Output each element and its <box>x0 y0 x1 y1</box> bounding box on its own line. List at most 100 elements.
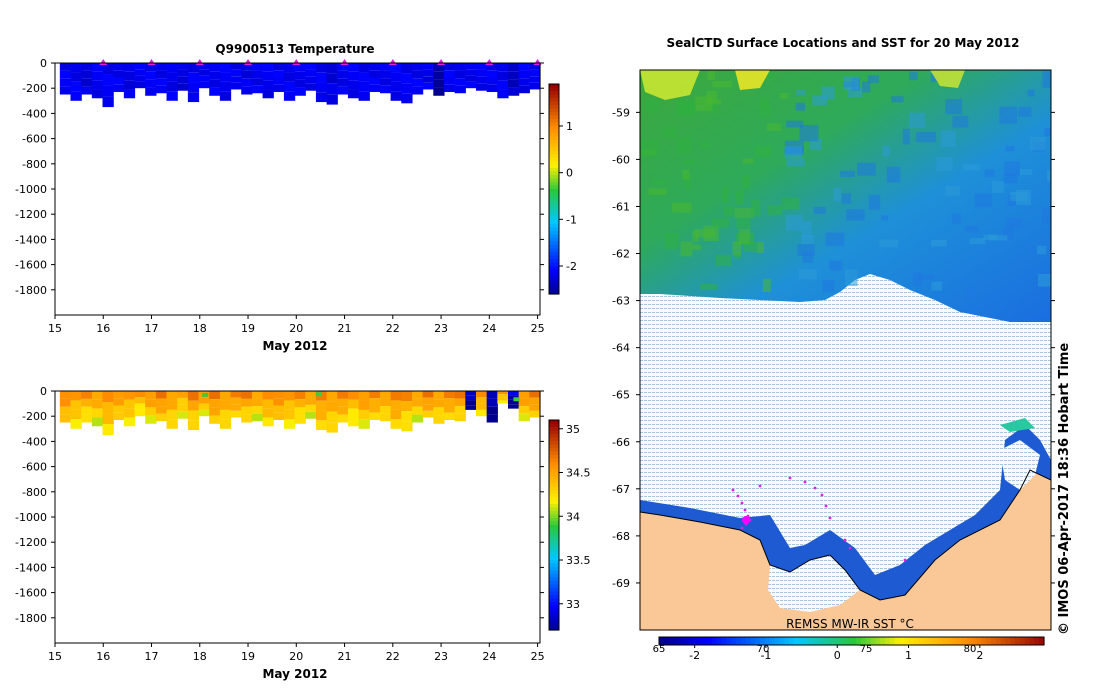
colorbar-segment <box>549 192 559 197</box>
profile-cell <box>91 63 104 72</box>
profile-cell <box>145 63 157 72</box>
y-tick-label: -400 <box>22 107 47 120</box>
profile-cell <box>401 83 413 94</box>
sst-pixel <box>784 146 802 159</box>
colorbar-segment <box>918 637 925 645</box>
colorbar-segment <box>549 164 559 169</box>
profile-cell <box>379 413 392 422</box>
colorbar-segment <box>549 427 559 432</box>
colorbar-segment <box>549 227 559 232</box>
sst-pixel <box>882 145 890 157</box>
profile-cell <box>337 86 349 95</box>
profile-cell <box>166 419 178 429</box>
profile-cell <box>123 408 136 418</box>
colorbar-segment <box>914 637 920 645</box>
sst-pixel <box>683 159 695 165</box>
profile-cell <box>390 81 402 92</box>
y-tick-label: -1200 <box>15 208 47 221</box>
x-tick-label: 24 <box>482 650 496 663</box>
profile-cell <box>518 85 530 94</box>
profile-cell <box>177 76 189 84</box>
sst-pixel <box>663 126 677 138</box>
coastal-sst-band <box>640 425 1051 600</box>
sst-pixel <box>999 106 1018 124</box>
colorbar-segment <box>736 637 742 645</box>
sst-pixel <box>936 157 953 171</box>
profile-cell <box>283 63 296 73</box>
profile-cell <box>294 79 306 88</box>
profile-cell <box>305 83 317 91</box>
profile-cell <box>166 81 178 92</box>
colorbar-segment <box>549 626 559 631</box>
colorbar-segment <box>549 493 559 498</box>
profile-cell <box>337 414 349 423</box>
colorbar-segment <box>549 171 559 176</box>
profile-cell <box>230 76 242 83</box>
colorbar-frame <box>548 83 560 295</box>
colorbar-segment <box>549 423 559 428</box>
colorbar-segment <box>549 290 559 295</box>
y-tick-label: -1800 <box>15 284 47 297</box>
colorbar-segment <box>549 581 559 586</box>
colorbar-segment <box>549 276 559 281</box>
profile-cell <box>145 415 157 424</box>
sst-pixel <box>862 81 871 93</box>
profile-cell <box>241 63 253 71</box>
sst-pixel <box>945 186 960 196</box>
colorbar-segment <box>774 637 780 645</box>
profile-cell <box>529 82 541 90</box>
colorbar-segment <box>549 465 559 470</box>
sst-pixel <box>840 170 855 178</box>
sst-pixel <box>1047 170 1051 181</box>
colorbar-segment <box>549 584 559 589</box>
colorbar-segment <box>981 637 987 645</box>
coastal-warm-pixels <box>1000 418 1035 432</box>
profile-cell <box>326 94 338 105</box>
sst-pixel <box>829 260 843 271</box>
colorbar-segment <box>779 637 785 645</box>
profile-cell <box>241 406 253 415</box>
profile-cell <box>411 398 424 407</box>
profile-cell <box>305 404 317 412</box>
sst-pixel <box>684 175 691 190</box>
seal-track-point <box>731 488 735 492</box>
colorbar-segment <box>880 637 886 645</box>
profile-cell <box>422 82 434 90</box>
sst-pixel <box>931 239 947 247</box>
profile-cell <box>347 408 360 418</box>
temperature-x-axis: 15 16 17 18 19 20 21 22 23 24 25 <box>48 315 545 335</box>
profile-cell <box>358 72 370 82</box>
sst-product-annotation: REMSS MW-IR SST °C <box>786 617 914 631</box>
colorbar-segment <box>549 486 559 491</box>
sst-map-title: SealCTD Surface Locations and SST for 20… <box>666 36 1019 50</box>
profile-cell <box>113 405 125 413</box>
sst-pixel <box>672 202 692 213</box>
profile-cell <box>411 391 424 399</box>
colorbar-segment <box>711 637 718 645</box>
sst-pixel <box>931 281 943 291</box>
ice-shelf <box>1000 440 1040 490</box>
profile-cell <box>251 413 264 422</box>
colorbar-segment <box>726 637 732 645</box>
colorbar-segment <box>933 637 939 645</box>
colorbar-segment <box>995 637 1002 645</box>
sst-pixel <box>833 187 841 202</box>
colorbar-segment <box>549 570 559 575</box>
profile-cell <box>369 398 381 406</box>
profile-cell <box>326 401 338 412</box>
profile-cell <box>422 397 434 405</box>
sst-pixel <box>846 209 865 221</box>
colorbar-segment <box>549 147 559 152</box>
latitude-label: -59 <box>612 106 630 119</box>
profile-cell <box>475 409 488 417</box>
sst-pixel <box>708 102 719 114</box>
sst-pixel <box>779 93 789 99</box>
colorbar-segment <box>549 458 559 463</box>
profile-cell <box>443 70 456 78</box>
profile-cell <box>262 417 274 427</box>
profile-cell <box>187 420 200 431</box>
profile-cell <box>369 63 381 71</box>
sst-pixel <box>1010 191 1028 202</box>
colorbar-segment <box>549 87 559 92</box>
